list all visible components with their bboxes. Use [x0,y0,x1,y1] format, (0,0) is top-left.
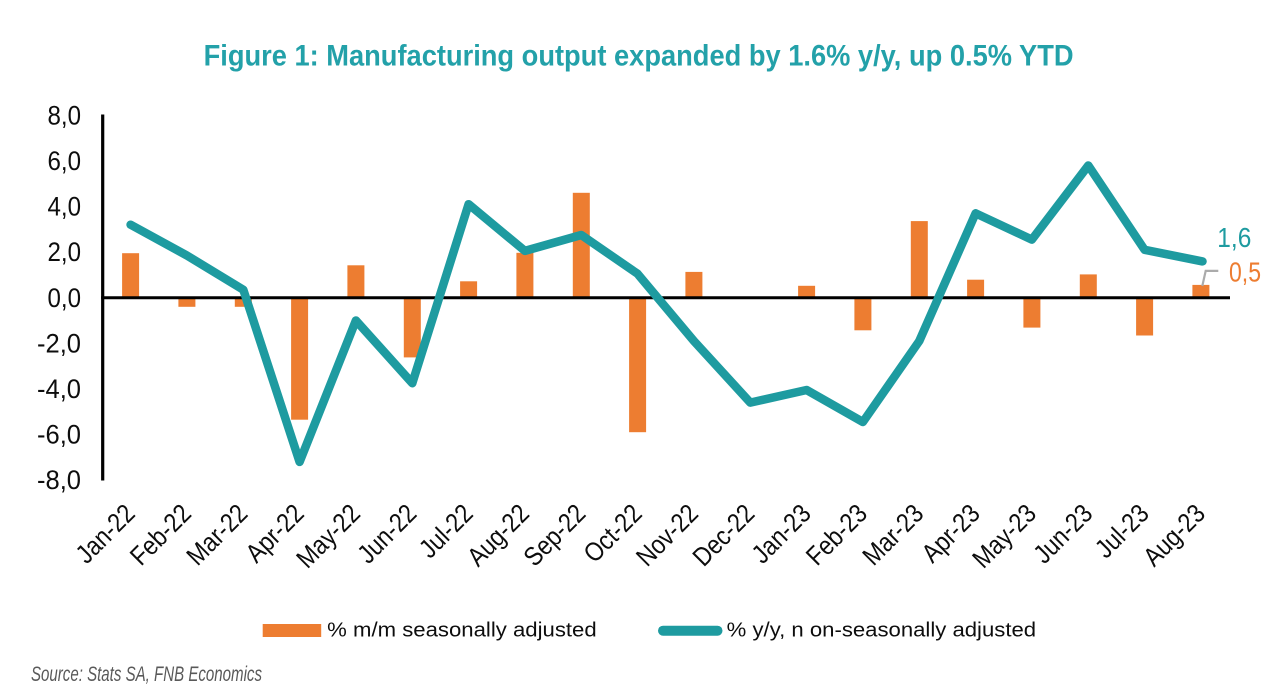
svg-text:Nov-22: Nov-22 [630,498,704,572]
svg-text:8,0: 8,0 [48,100,82,130]
svg-text:May-22: May-22 [290,498,366,574]
svg-text:Jan-23: Jan-23 [746,498,817,569]
svg-text:Jun-23: Jun-23 [1027,498,1098,569]
svg-text:Figure 1: Manufacturing output: Figure 1: Manufacturing output expanded … [204,39,1074,72]
svg-text:Source: Stats SA, FNB Economic: Source: Stats SA, FNB Economics [31,663,262,686]
svg-text:-4,0: -4,0 [37,374,81,404]
svg-text:Mar-23: Mar-23 [857,498,930,571]
svg-text:May-23: May-23 [966,498,1042,574]
svg-text:% y/y, n on-seasonally adjuste: % y/y, n on-seasonally adjusted [727,620,1036,642]
svg-text:-6,0: -6,0 [37,420,81,450]
svg-text:Aug-22: Aug-22 [461,498,535,572]
svg-text:Mar-22: Mar-22 [181,498,254,571]
svg-text:-8,0: -8,0 [37,465,81,495]
svg-text:2,0: 2,0 [48,237,82,267]
svg-text:-2,0: -2,0 [37,328,81,358]
svg-text:1,6: 1,6 [1217,222,1251,253]
svg-text:Feb-22: Feb-22 [124,498,197,571]
svg-text:Dec-22: Dec-22 [687,498,761,572]
svg-text:Jan-22: Jan-22 [70,498,141,569]
svg-text:4,0: 4,0 [48,192,82,222]
svg-text:0,5: 0,5 [1229,257,1261,288]
svg-text:0,0: 0,0 [48,283,82,313]
svg-text:Aug-23: Aug-23 [1137,498,1211,572]
svg-text:Sep-22: Sep-22 [518,498,592,572]
svg-text:Feb-23: Feb-23 [800,498,873,571]
svg-text:% m/m seasonally adjusted: % m/m seasonally adjusted [327,620,597,642]
svg-text:Jun-22: Jun-22 [351,498,422,569]
svg-text:6,0: 6,0 [48,146,82,176]
